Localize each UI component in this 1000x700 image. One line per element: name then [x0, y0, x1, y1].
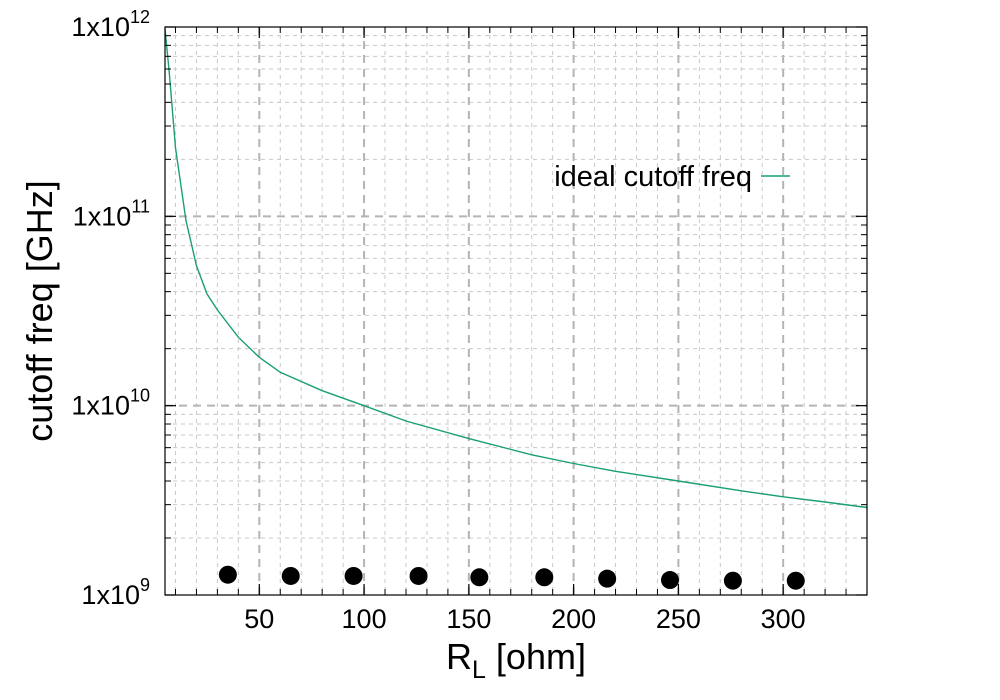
legend-label: ideal cutoff freq — [554, 161, 752, 193]
y-tick-label-exponent: 9 — [140, 575, 150, 595]
scatter-point — [535, 568, 554, 587]
scatter-point — [723, 571, 742, 590]
grid-minor — [165, 27, 867, 595]
y-axis-label: cutoff freq [GHz] — [19, 180, 60, 441]
x-axis-label-subscript: L — [472, 656, 486, 684]
x-axis-label: RL [ohm] — [446, 636, 586, 684]
y-tick-label-exponent: 11 — [131, 196, 150, 216]
y-tick-label-exponent: 10 — [130, 386, 150, 406]
scatter-point — [786, 571, 805, 590]
scatter-point — [661, 571, 680, 590]
x-tick-label: 300 — [761, 604, 806, 634]
grid-major — [165, 27, 867, 595]
series-layer — [164, 28, 868, 590]
x-tick-label: 100 — [342, 604, 387, 634]
y-tick-label: 1x1012 — [71, 7, 150, 42]
x-tick-label: 250 — [656, 604, 701, 634]
x-tick-label: 200 — [551, 604, 596, 634]
scatter-point — [344, 566, 363, 585]
y-tick-label-base: 1x10 — [71, 12, 130, 42]
x-tick-label: 150 — [446, 604, 491, 634]
scatter-point — [409, 566, 428, 585]
y-tick-label: 1x1011 — [73, 196, 150, 231]
y-tick-label-base: 1x10 — [71, 391, 130, 421]
x-axis-label-main: R — [446, 636, 472, 677]
y-tick-label-exponent: 12 — [130, 7, 150, 27]
y-tick-label: 1x1010 — [71, 386, 150, 421]
scatter-point — [281, 566, 300, 585]
x-tick-label: 50 — [244, 604, 274, 634]
scatter-point — [218, 565, 237, 584]
scatter-point — [598, 569, 617, 588]
y-tick-label-base: 1x10 — [73, 201, 132, 231]
x-axis-label-suffix: [ohm] — [486, 636, 586, 677]
series-line-ideal-cutoff-freq — [164, 28, 868, 509]
legend: ideal cutoff freq — [554, 161, 790, 193]
y-tick-label-base: 1x10 — [81, 580, 140, 610]
y-tick-label: 1x109 — [81, 575, 150, 610]
scatter-point — [470, 568, 489, 587]
plot-frame — [164, 26, 868, 596]
axis-ticks — [165, 26, 867, 596]
